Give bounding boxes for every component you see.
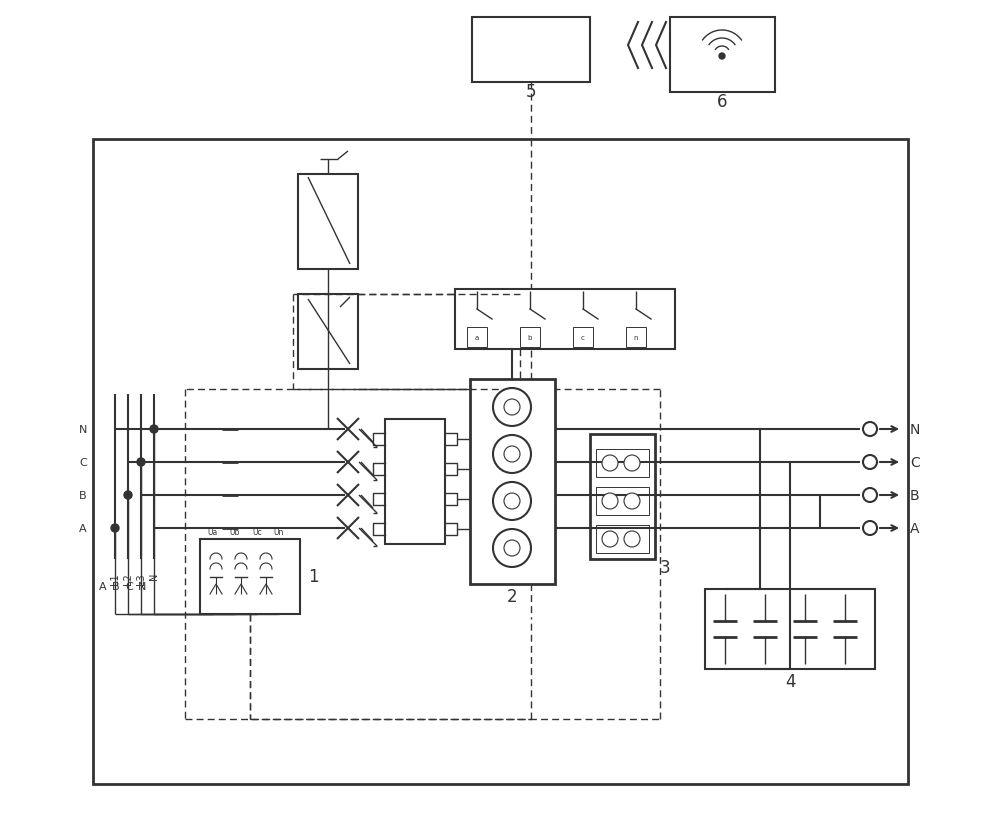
Text: Un: Un — [274, 528, 284, 537]
Bar — [470, 380, 555, 585]
Bar — [626, 327, 646, 347]
Text: A: A — [99, 581, 107, 591]
Bar — [472, 18, 590, 83]
Circle shape — [493, 389, 531, 427]
Text: 2: 2 — [507, 587, 517, 605]
Text: L1: L1 — [110, 572, 120, 584]
Text: a: a — [475, 335, 479, 341]
Circle shape — [719, 54, 725, 60]
Bar — [93, 140, 908, 784]
Circle shape — [624, 494, 640, 509]
Circle shape — [124, 491, 132, 500]
Text: C: C — [125, 581, 133, 591]
Text: L2: L2 — [123, 572, 133, 584]
Text: Ub: Ub — [230, 528, 240, 537]
Text: N: N — [138, 581, 146, 591]
Bar — [596, 525, 649, 553]
Circle shape — [863, 456, 877, 470]
Circle shape — [493, 529, 531, 567]
Text: 5: 5 — [526, 83, 536, 101]
Bar — [455, 289, 675, 350]
Circle shape — [863, 423, 877, 437]
Bar — [705, 590, 875, 669]
Bar — [520, 327, 540, 347]
Circle shape — [493, 436, 531, 473]
Text: Ua: Ua — [208, 528, 218, 537]
Circle shape — [504, 447, 520, 462]
Text: N: N — [79, 424, 87, 434]
Circle shape — [504, 399, 520, 415]
Bar — [298, 294, 358, 370]
Text: L3: L3 — [136, 572, 146, 584]
Text: C: C — [910, 456, 920, 470]
Bar — [385, 419, 445, 544]
Bar — [467, 327, 487, 347]
Circle shape — [863, 489, 877, 502]
Bar — [596, 449, 649, 477]
Circle shape — [150, 425, 158, 433]
Circle shape — [504, 494, 520, 509]
Text: B: B — [112, 581, 120, 591]
Bar — [596, 487, 649, 515]
Text: 1: 1 — [308, 567, 319, 586]
Text: B: B — [910, 489, 920, 502]
Text: B: B — [79, 490, 87, 500]
Circle shape — [602, 456, 618, 471]
Bar — [298, 174, 358, 270]
Circle shape — [624, 456, 640, 471]
Text: c: c — [581, 335, 585, 341]
Circle shape — [493, 482, 531, 520]
Text: b: b — [528, 335, 532, 341]
Text: N: N — [910, 423, 920, 437]
Text: C: C — [79, 457, 87, 467]
Circle shape — [504, 540, 520, 557]
Text: 6: 6 — [717, 93, 727, 111]
Circle shape — [624, 532, 640, 547]
Circle shape — [137, 458, 145, 466]
Bar — [200, 539, 300, 614]
Text: Uc: Uc — [252, 528, 262, 537]
Text: A: A — [79, 523, 87, 533]
Circle shape — [863, 521, 877, 535]
Text: 3: 3 — [660, 558, 671, 576]
Text: 4: 4 — [785, 672, 795, 691]
Bar — [590, 434, 655, 559]
Circle shape — [602, 494, 618, 509]
Circle shape — [111, 524, 119, 533]
Text: A: A — [910, 521, 920, 535]
Text: N: N — [149, 572, 159, 580]
Circle shape — [602, 532, 618, 547]
Bar — [670, 18, 775, 93]
Bar — [573, 327, 593, 347]
Text: n: n — [634, 335, 638, 341]
